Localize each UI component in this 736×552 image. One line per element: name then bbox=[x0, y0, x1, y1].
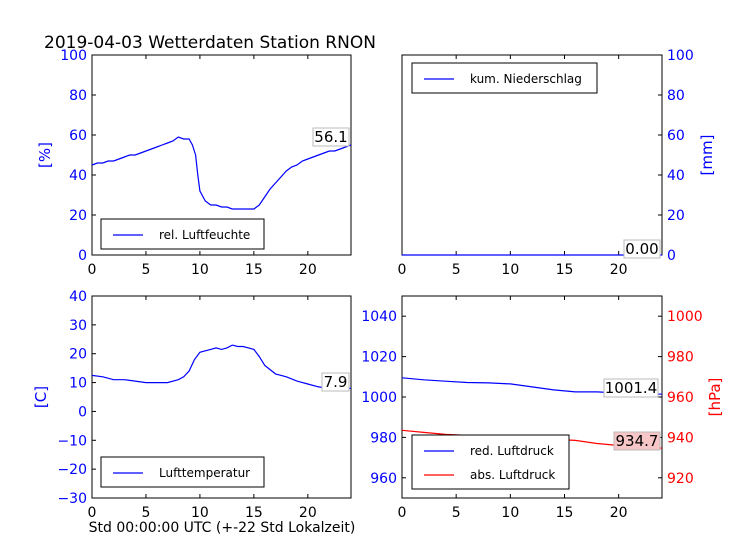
pressure-last-value: 1001.4 bbox=[605, 379, 658, 397]
pressure-x-tick-label: 15 bbox=[556, 505, 574, 521]
pressure-y-tick-label: 980 bbox=[370, 430, 397, 446]
temperature-x-tick-label: 10 bbox=[191, 505, 209, 521]
pressure-last-value: 934.7 bbox=[616, 432, 659, 450]
footer-x-label: Std 00:00:00 UTC (+-22 Std Lokalzeit) bbox=[89, 520, 356, 536]
figure-title: 2019-04-03 Wetterdaten Station RNON bbox=[44, 33, 376, 53]
pressure-last-value-box bbox=[603, 378, 659, 398]
pressure-y-tick-label: 980 bbox=[667, 350, 694, 366]
pressure-last-value-box bbox=[613, 431, 661, 451]
pressure-y-tick-label: 960 bbox=[370, 471, 397, 487]
temperature-y-tick-label: 40 bbox=[69, 289, 87, 305]
temperature-y-tick-label: −10 bbox=[57, 433, 87, 449]
precip-legend-label: kum. Niederschlag bbox=[470, 72, 582, 86]
precip-x-tick-label: 5 bbox=[452, 262, 461, 278]
temperature-series-line bbox=[91, 344, 351, 389]
precip-y-tick-label: 40 bbox=[667, 168, 685, 184]
precip-legend-box bbox=[411, 62, 598, 94]
humidity-x-tick-label: 5 bbox=[141, 262, 150, 278]
temperature-last-value: 7.9 bbox=[324, 373, 348, 391]
precip-x-tick-label: 10 bbox=[501, 262, 519, 278]
precip-y-tick-label: 80 bbox=[667, 88, 685, 104]
humidity-x-tick-label: 10 bbox=[191, 262, 209, 278]
pressure-legend-label: red. Luftdruck bbox=[470, 444, 554, 458]
pressure-legend-label: abs. Luftdruck bbox=[470, 468, 555, 482]
pressure-y-tick-label: 1000 bbox=[361, 390, 397, 406]
pressure-y-tick-label: 1020 bbox=[361, 350, 397, 366]
humidity-y-tick-label: 60 bbox=[69, 128, 87, 144]
temperature-last-value-box bbox=[321, 372, 350, 392]
humidity-y-tick-label: 80 bbox=[69, 88, 87, 104]
precip-y-tick-label: 100 bbox=[667, 48, 694, 64]
precip-x-tick-label: 0 bbox=[398, 262, 407, 278]
humidity-series-line bbox=[91, 136, 352, 210]
precip-last-value-box bbox=[623, 239, 661, 259]
precip-y-tick-label: 60 bbox=[667, 128, 685, 144]
humidity-y-axis-label: [%] bbox=[36, 142, 54, 168]
pressure-x-tick-label: 10 bbox=[501, 505, 519, 521]
pressure-y-axis-label: [hPa] bbox=[706, 378, 724, 417]
temperature-plot-frame bbox=[91, 295, 352, 499]
humidity-last-value-box bbox=[312, 127, 350, 147]
precip-x-tick-label: 15 bbox=[556, 262, 574, 278]
temperature-x-tick-label: 20 bbox=[299, 505, 317, 521]
precip-last-value: 0.00 bbox=[625, 240, 658, 258]
humidity-y-tick-label: 100 bbox=[60, 48, 87, 64]
humidity-y-tick-label: 20 bbox=[69, 208, 87, 224]
precip-y-axis-label: [mm] bbox=[698, 135, 716, 176]
precip-x-tick-label: 20 bbox=[610, 262, 628, 278]
humidity-legend-box bbox=[100, 218, 265, 250]
humidity-x-tick-label: 0 bbox=[88, 262, 97, 278]
temperature-y-tick-label: 0 bbox=[78, 404, 87, 420]
humidity-plot-frame bbox=[91, 54, 352, 256]
temperature-x-tick-label: 5 bbox=[141, 505, 150, 521]
temperature-y-tick-label: 10 bbox=[69, 376, 87, 392]
humidity-y-tick-label: 40 bbox=[69, 168, 87, 184]
pressure-x-tick-label: 20 bbox=[610, 505, 628, 521]
humidity-y-tick-label: 0 bbox=[78, 248, 87, 264]
pressure-y-tick-label: 920 bbox=[667, 471, 694, 487]
pressure-y-tick-label: 960 bbox=[667, 390, 694, 406]
temperature-y-tick-label: −30 bbox=[57, 491, 87, 507]
temperature-y-tick-label: 30 bbox=[69, 318, 87, 334]
humidity-last-value: 56.1 bbox=[314, 128, 347, 146]
precip-y-tick-label: 20 bbox=[667, 208, 685, 224]
humidity-x-tick-label: 20 bbox=[299, 262, 317, 278]
precip-y-tick-label: 0 bbox=[667, 248, 676, 264]
humidity-x-tick-label: 15 bbox=[245, 262, 263, 278]
pressure-y-tick-label: 1000 bbox=[667, 309, 703, 325]
temperature-x-tick-label: 0 bbox=[88, 505, 97, 521]
temperature-x-tick-label: 15 bbox=[245, 505, 263, 521]
pressure-y-tick-label: 940 bbox=[667, 430, 694, 446]
pressure-legend-box bbox=[411, 434, 570, 490]
temperature-y-axis-label: [C] bbox=[32, 386, 50, 408]
temperature-y-tick-label: 20 bbox=[69, 347, 87, 363]
pressure-x-tick-label: 5 bbox=[452, 505, 461, 521]
temperature-y-tick-label: −20 bbox=[57, 462, 87, 478]
temperature-legend-box bbox=[100, 456, 265, 488]
temperature-legend-label: Lufttemperatur bbox=[159, 466, 250, 480]
pressure-x-tick-label: 0 bbox=[398, 505, 407, 521]
pressure-y-tick-label: 1040 bbox=[361, 309, 397, 325]
humidity-legend-label: rel. Luftfeuchte bbox=[159, 228, 250, 242]
